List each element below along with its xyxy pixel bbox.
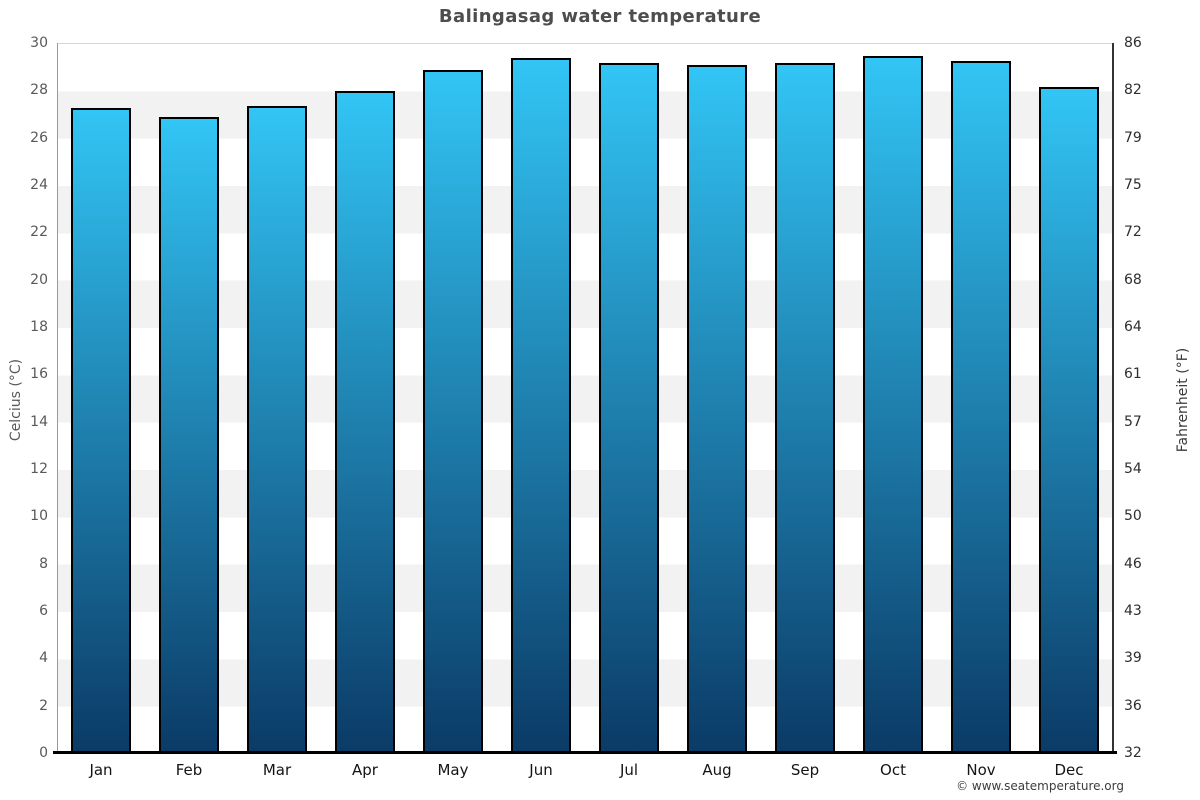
plot-area: [57, 43, 1113, 754]
tick-celsius-20: 20: [30, 271, 48, 288]
month-label-jan: Jan: [89, 761, 113, 779]
tick-celsius-14: 14: [30, 413, 48, 430]
month-label-mar: Mar: [262, 761, 292, 779]
tick-celsius-16: 16: [30, 366, 48, 383]
bar-apr: [335, 91, 395, 754]
chart-title: Balingasag water temperature: [438, 6, 762, 27]
celsius-axis-title: Celcius (°C): [8, 358, 24, 442]
bar-oct: [863, 55, 923, 754]
copyright-credit: © www.seatemperature.org: [956, 779, 1124, 793]
bar-sep: [775, 62, 835, 754]
bar-jun: [511, 58, 571, 754]
tick-fahrenheit-79: 79: [1124, 129, 1142, 146]
bar-aug: [687, 65, 747, 754]
month-label-feb: Feb: [175, 761, 203, 779]
month-label-jun: Jun: [529, 761, 553, 779]
month-label-sep: Sep: [790, 761, 820, 779]
tick-celsius-18: 18: [30, 319, 48, 335]
tick-fahrenheit-50: 50: [1124, 508, 1142, 525]
tick-celsius-22: 22: [30, 224, 48, 241]
tick-fahrenheit-86: 86: [1124, 35, 1142, 51]
bar-nov: [951, 60, 1011, 754]
tick-fahrenheit-54: 54: [1124, 461, 1142, 477]
month-label-dec: Dec: [1054, 761, 1084, 779]
bar-may: [423, 70, 483, 754]
bar-mar: [247, 105, 307, 754]
month-label-aug: Aug: [702, 761, 732, 779]
tick-fahrenheit-82: 82: [1124, 82, 1142, 99]
bar-feb: [159, 117, 219, 754]
month-label-may: May: [437, 761, 469, 779]
tick-celsius-26: 26: [30, 129, 48, 146]
celsius-axis-line: [57, 43, 58, 753]
tick-celsius-4: 4: [39, 650, 48, 667]
tick-celsius-0: 0: [39, 745, 48, 761]
tick-celsius-24: 24: [30, 177, 48, 193]
month-label-nov: Nov: [966, 761, 996, 779]
fahrenheit-axis-title: Fahrenheit (°F): [1175, 347, 1191, 453]
bar-jan: [71, 107, 131, 754]
tick-fahrenheit-36: 36: [1124, 697, 1142, 714]
tick-celsius-28: 28: [30, 82, 48, 99]
tick-fahrenheit-68: 68: [1124, 271, 1142, 288]
tick-celsius-12: 12: [30, 461, 48, 477]
tick-celsius-30: 30: [30, 35, 48, 51]
month-label-oct: Oct: [880, 761, 906, 779]
tick-fahrenheit-32: 32: [1124, 745, 1142, 761]
tick-fahrenheit-43: 43: [1124, 603, 1142, 619]
x-axis-baseline: [53, 751, 1117, 754]
month-label-apr: Apr: [352, 761, 378, 779]
tick-celsius-10: 10: [30, 508, 48, 525]
tick-fahrenheit-72: 72: [1124, 224, 1142, 241]
tick-fahrenheit-57: 57: [1124, 413, 1142, 430]
tick-fahrenheit-64: 64: [1124, 319, 1142, 335]
tick-celsius-2: 2: [39, 697, 48, 714]
bar-jul: [599, 62, 659, 754]
fahrenheit-axis-line: [1112, 43, 1114, 753]
tick-celsius-8: 8: [39, 555, 48, 572]
tick-fahrenheit-39: 39: [1124, 650, 1142, 667]
tick-fahrenheit-75: 75: [1124, 177, 1142, 193]
month-label-jul: Jul: [619, 761, 639, 779]
bar-dec: [1039, 86, 1099, 754]
tick-celsius-6: 6: [39, 603, 48, 619]
tick-fahrenheit-61: 61: [1124, 366, 1142, 383]
tick-fahrenheit-46: 46: [1124, 555, 1142, 572]
